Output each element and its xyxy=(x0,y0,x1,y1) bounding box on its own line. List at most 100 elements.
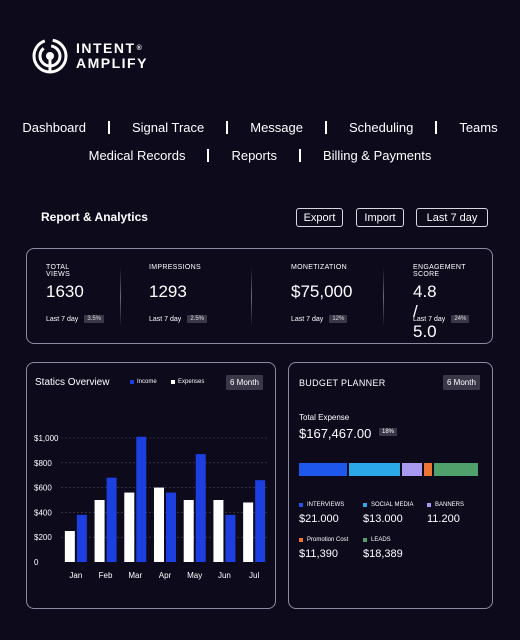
stat-value: $75,000 xyxy=(291,282,353,301)
x-tick-label: Jan xyxy=(69,571,82,580)
stat-label: TOTAL VIEWS xyxy=(46,264,71,278)
stat-value: 1630 xyxy=(46,282,84,301)
export-button[interactable]: Export xyxy=(296,208,343,227)
legend-income: Income xyxy=(130,379,157,385)
nav-divider xyxy=(207,149,210,162)
budget-bar-segment xyxy=(434,463,479,476)
legend-value: $18,389 xyxy=(363,548,403,560)
legend-swatch xyxy=(171,380,175,384)
nav-message[interactable]: Message xyxy=(250,120,303,135)
budget-title: BUDGET PLANNER xyxy=(299,378,386,388)
bar-expenses xyxy=(154,487,164,562)
budget-bar-segment xyxy=(423,463,433,476)
nav-dashboard[interactable]: Dashboard xyxy=(22,120,86,135)
stat-label: IMPRESSIONS xyxy=(149,264,201,271)
signal-logo-icon xyxy=(32,38,68,74)
y-tick-label: $1,000 xyxy=(34,434,59,443)
brand-line2: AMPLIFY xyxy=(76,55,148,71)
budget-legend-leads: LEADS $18,389 xyxy=(363,537,403,560)
bar-income xyxy=(255,480,266,562)
stat-divider xyxy=(383,267,384,327)
stat-change-badge: 24% xyxy=(451,315,470,323)
brand-logo[interactable]: INTENT® AMPLIFY xyxy=(32,38,148,74)
total-expense-change-badge: 18% xyxy=(379,428,398,436)
budget-planner-card: BUDGET PLANNER 6 Month Total Expense $16… xyxy=(288,362,493,609)
legend-expenses: Expenses xyxy=(171,379,204,385)
legend-swatch xyxy=(427,503,431,507)
legend-label: Expenses xyxy=(178,379,205,385)
stat-value: 1293 xyxy=(149,282,187,301)
y-tick-label: $400 xyxy=(34,508,52,517)
stat-period: Last 7 day xyxy=(413,315,446,323)
bar-expenses xyxy=(124,492,135,562)
nav-medical-records[interactable]: Medical Records xyxy=(88,148,186,163)
budget-legend-social-media: SOCIAL MEDIA $13.000 xyxy=(363,502,413,525)
x-tick-label: Feb xyxy=(99,571,113,580)
total-expense-value: $167,467.00 xyxy=(299,426,372,441)
legend-label: BANNERS xyxy=(435,502,465,508)
bar-expenses xyxy=(213,500,224,562)
stat-label: MONETIZATION xyxy=(291,264,347,271)
stat-value: 4.8 / 5.0 xyxy=(413,282,437,341)
nav-divider xyxy=(325,121,327,134)
legend-label: Income xyxy=(137,379,157,385)
period-selector[interactable]: 6 Month xyxy=(226,375,263,390)
stat-period: Last 7 day xyxy=(291,315,324,323)
nav-divider xyxy=(435,121,438,134)
brand-line1: INTENT xyxy=(76,40,136,56)
x-tick-label: May xyxy=(187,571,202,580)
legend-label: INTERVIEWS xyxy=(307,502,345,508)
date-range-button[interactable]: Last 7 day xyxy=(416,208,488,227)
stat-change-badge: 3.5% xyxy=(84,315,104,323)
legend-value: 11.200 xyxy=(427,513,460,525)
legend-swatch xyxy=(299,503,303,507)
legend-swatch xyxy=(363,503,367,507)
bar-income xyxy=(136,436,147,562)
statics-overview-card: Statics Overview Income Expenses 6 Month… xyxy=(26,362,276,609)
import-button[interactable]: Import xyxy=(356,208,404,227)
budget-period-selector[interactable]: 6 Month xyxy=(443,375,480,390)
budget-legend-banners: BANNERS 11.200 xyxy=(427,502,464,525)
legend-label: Promotion Cost xyxy=(307,537,349,543)
stat-period: Last 7 day xyxy=(149,315,182,323)
stat-divider xyxy=(120,267,121,327)
bar-income xyxy=(166,492,176,562)
page-title: Report & Analytics xyxy=(41,210,148,224)
budget-bar-segment xyxy=(401,463,422,476)
budget-bar-segment xyxy=(299,463,348,476)
legend-value: $13.000 xyxy=(363,513,403,525)
stat-change-badge: 2.5% xyxy=(187,315,207,323)
budget-legend-interviews: INTERVIEWS $21.000 xyxy=(299,502,344,525)
nav-divider xyxy=(226,121,229,134)
y-tick-label: $800 xyxy=(34,459,52,468)
nav-teams[interactable]: Teams xyxy=(459,120,498,135)
registered-mark: ® xyxy=(136,45,144,52)
budget-bar-segment xyxy=(349,463,400,476)
legend-swatch xyxy=(363,538,367,542)
nav-billing-payments[interactable]: Billing & Payments xyxy=(322,148,432,163)
y-tick-label: $600 xyxy=(34,484,52,493)
bar-income xyxy=(225,514,236,562)
stat-period: Last 7 day xyxy=(46,315,79,323)
nav-signal-trace[interactable]: Signal Trace xyxy=(131,120,205,135)
x-tick-label: Mar xyxy=(128,571,142,580)
legend-swatch xyxy=(299,538,303,542)
stat-change-badge: 12% xyxy=(329,315,348,323)
main-nav-row2: Medical Records Reports Billing & Paymen… xyxy=(0,148,520,163)
y-tick-label: 0 xyxy=(34,558,39,567)
legend-label: SOCIAL MEDIA xyxy=(371,502,414,508)
stats-summary-card: TOTAL VIEWS 1630 Last 7 day 3.5% IMPRESSI… xyxy=(26,248,493,344)
y-tick-label: $200 xyxy=(34,533,52,542)
stat-label: ENGAGEMENT SCORE xyxy=(413,264,466,278)
bar-income xyxy=(195,454,206,562)
bar-expenses xyxy=(94,500,105,562)
nav-reports[interactable]: Reports xyxy=(231,148,277,163)
statics-title: Statics Overview xyxy=(35,377,110,388)
budget-legend-promotion-cost: Promotion Cost $11,390 xyxy=(299,537,348,560)
total-expense-label: Total Expense xyxy=(299,413,350,422)
nav-scheduling[interactable]: Scheduling xyxy=(349,120,414,135)
stat-divider xyxy=(251,267,252,327)
bar-expenses xyxy=(64,531,75,562)
bar-expenses xyxy=(183,500,194,562)
legend-swatch xyxy=(130,380,134,384)
